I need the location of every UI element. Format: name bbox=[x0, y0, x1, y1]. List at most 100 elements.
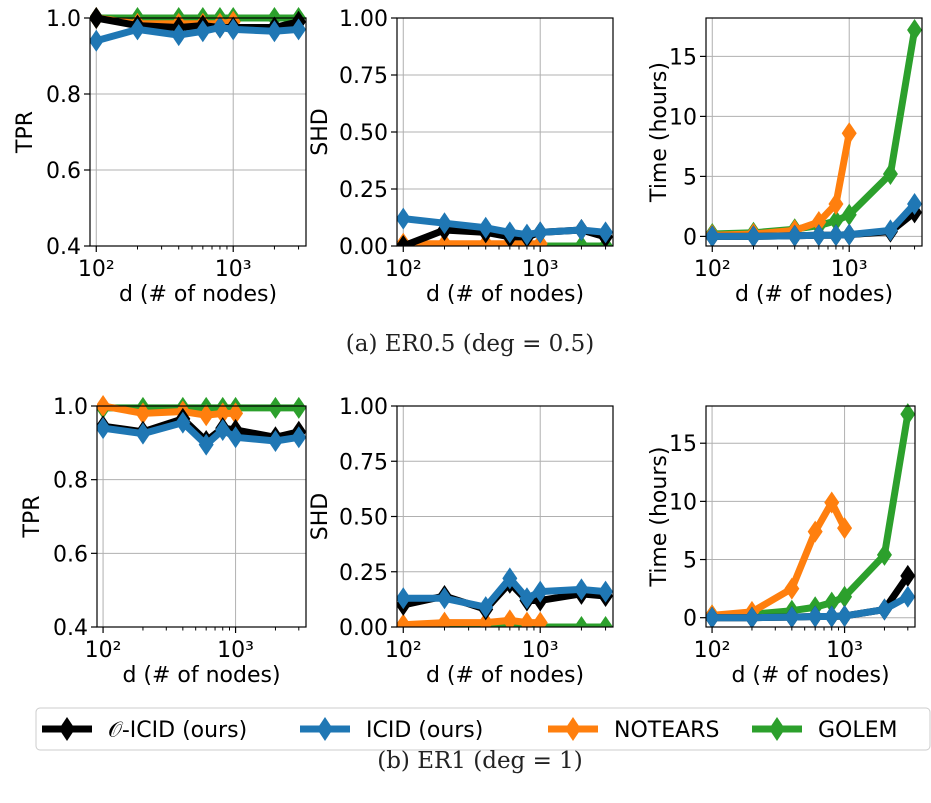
data-point-icid bbox=[436, 212, 452, 235]
data-point-icid bbox=[598, 221, 613, 244]
data-point-icid bbox=[837, 604, 853, 627]
y-tick-label: 0.4 bbox=[53, 616, 88, 641]
legend-marker bbox=[769, 717, 785, 741]
y-tick-label: 0.25 bbox=[339, 561, 388, 586]
series-group bbox=[706, 19, 922, 246]
data-point-icid bbox=[397, 207, 411, 230]
data-point-notears bbox=[215, 402, 231, 425]
y-tick-label: 15 bbox=[669, 432, 697, 457]
data-point-icid bbox=[841, 223, 857, 246]
y-axis-label: Time (hours) bbox=[647, 447, 672, 588]
x-tick-label: 10³ bbox=[831, 257, 868, 282]
data-point-icid bbox=[807, 605, 823, 627]
data-point-notears bbox=[502, 609, 518, 627]
data-point-icid bbox=[436, 587, 452, 610]
data-point-golem bbox=[876, 543, 892, 566]
caption-a: (a) ER0.5 (deg = 0.5) bbox=[345, 331, 595, 357]
legend-label: 𝒪-ICID (ours) bbox=[108, 718, 247, 743]
data-point-icid bbox=[787, 224, 803, 246]
data-point-notears bbox=[228, 402, 244, 425]
series-group bbox=[97, 395, 306, 456]
data-point-icid bbox=[195, 20, 211, 43]
data-point-icid bbox=[824, 605, 840, 627]
data-point-notears bbox=[397, 613, 411, 627]
y-tick-label: 0.4 bbox=[46, 235, 81, 260]
data-point-icid bbox=[744, 606, 760, 627]
data-point-notears bbox=[824, 491, 840, 514]
data-point-icid bbox=[397, 587, 411, 610]
data-point-icid bbox=[135, 422, 151, 445]
x-tick-label: 10² bbox=[385, 257, 422, 282]
data-point-notears bbox=[828, 193, 844, 215]
x-tick-label: 10² bbox=[385, 638, 422, 663]
x-tick-label: 10³ bbox=[522, 257, 559, 282]
legend-item-o_icid: 𝒪-ICID (ours) bbox=[42, 717, 247, 743]
data-point-notears bbox=[198, 404, 214, 427]
y-tick-label: 0.50 bbox=[339, 121, 388, 146]
y-tick-label: 0.6 bbox=[53, 542, 88, 567]
data-point-golem bbox=[824, 591, 840, 614]
x-tick-label: 10² bbox=[694, 638, 731, 663]
y-axis-label: SHD bbox=[308, 108, 333, 155]
y-axis-label: SHD bbox=[308, 493, 333, 540]
y-tick-label: 0 bbox=[683, 607, 697, 632]
y-tick-label: 0.25 bbox=[339, 178, 388, 203]
legend-label: NOTEARS bbox=[614, 718, 719, 743]
x-axis-label: d (# of nodes) bbox=[426, 663, 584, 688]
data-point-icid bbox=[519, 587, 535, 610]
data-point-icid bbox=[519, 223, 535, 246]
data-point-icid bbox=[532, 580, 548, 603]
y-tick-label: 0.8 bbox=[53, 469, 88, 494]
data-point-notears bbox=[532, 611, 548, 627]
series-line-notears bbox=[708, 499, 849, 619]
data-point-icid bbox=[532, 221, 548, 244]
y-tick-label: 0.00 bbox=[339, 616, 388, 641]
y-tick-label: 1.0 bbox=[53, 395, 88, 420]
data-point-golem bbox=[828, 209, 844, 232]
caption-b: (b) ER1 (deg = 1) bbox=[377, 748, 583, 774]
x-tick-label: 10² bbox=[694, 257, 731, 282]
x-axis-label: d (# of nodes) bbox=[119, 282, 277, 307]
data-point-golem bbox=[267, 396, 283, 419]
legend-frame bbox=[35, 707, 931, 751]
data-point-icid bbox=[573, 219, 589, 242]
legend-marker bbox=[317, 717, 333, 741]
data-point-icid bbox=[907, 193, 922, 215]
series-group bbox=[397, 207, 613, 246]
x-tick-label: 10² bbox=[78, 257, 115, 282]
data-point-icid bbox=[478, 216, 494, 239]
x-axis-label: d (# of nodes) bbox=[735, 282, 893, 307]
data-point-icid bbox=[573, 578, 589, 601]
legend-item-notears: NOTEARS bbox=[548, 717, 719, 743]
data-point-icid bbox=[171, 24, 187, 47]
data-point-golem bbox=[573, 616, 589, 627]
x-tick-label: 10³ bbox=[826, 638, 863, 663]
y-tick-label: 5 bbox=[683, 549, 697, 574]
data-point-notears bbox=[841, 122, 857, 145]
series-group bbox=[397, 567, 613, 627]
data-point-icid bbox=[228, 426, 244, 449]
axes-frame bbox=[89, 17, 307, 247]
x-tick-label: 10³ bbox=[215, 257, 252, 282]
data-point-golem bbox=[837, 585, 853, 608]
x-tick-label: 10³ bbox=[522, 638, 559, 663]
data-point-icid bbox=[198, 433, 214, 456]
axes-frame bbox=[705, 405, 916, 628]
y-tick-label: 1.0 bbox=[46, 7, 81, 32]
data-point-notears bbox=[436, 611, 452, 627]
data-point-icid bbox=[706, 225, 720, 246]
data-point-notears bbox=[135, 402, 151, 425]
data-point-icid bbox=[598, 580, 613, 603]
legend: 𝒪-ICID (ours) ICID (ours) NOTEARS GOLEM bbox=[35, 707, 931, 751]
y-tick-label: 1.00 bbox=[339, 7, 388, 32]
series-group bbox=[90, 7, 306, 52]
y-tick-label: 15 bbox=[669, 45, 697, 70]
x-axis-label: d (# of nodes) bbox=[122, 663, 280, 688]
data-point-notears bbox=[837, 517, 853, 540]
data-point-golem bbox=[598, 616, 613, 627]
data-point-icid bbox=[828, 224, 844, 246]
